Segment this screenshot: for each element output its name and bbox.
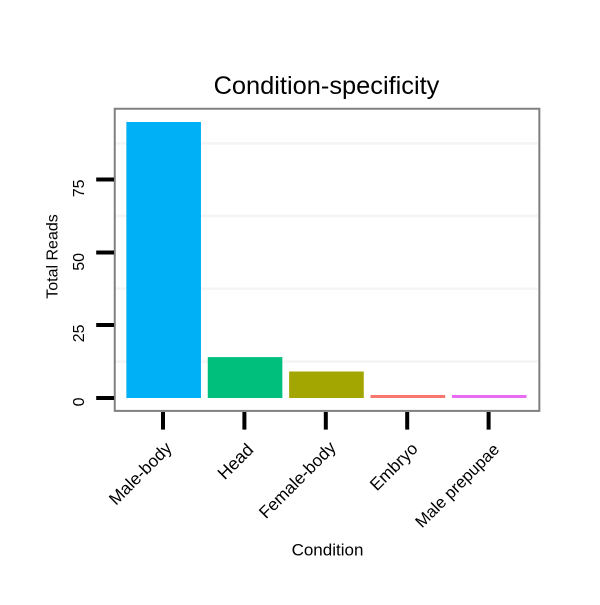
- svg-text:Total Reads: Total Reads: [45, 214, 62, 299]
- svg-text:50: 50: [71, 253, 88, 271]
- svg-text:Condition: Condition: [292, 541, 364, 560]
- svg-text:0: 0: [71, 397, 88, 406]
- svg-text:25: 25: [71, 324, 88, 342]
- svg-text:75: 75: [71, 179, 88, 197]
- svg-text:Condition-specificity: Condition-specificity: [214, 72, 440, 100]
